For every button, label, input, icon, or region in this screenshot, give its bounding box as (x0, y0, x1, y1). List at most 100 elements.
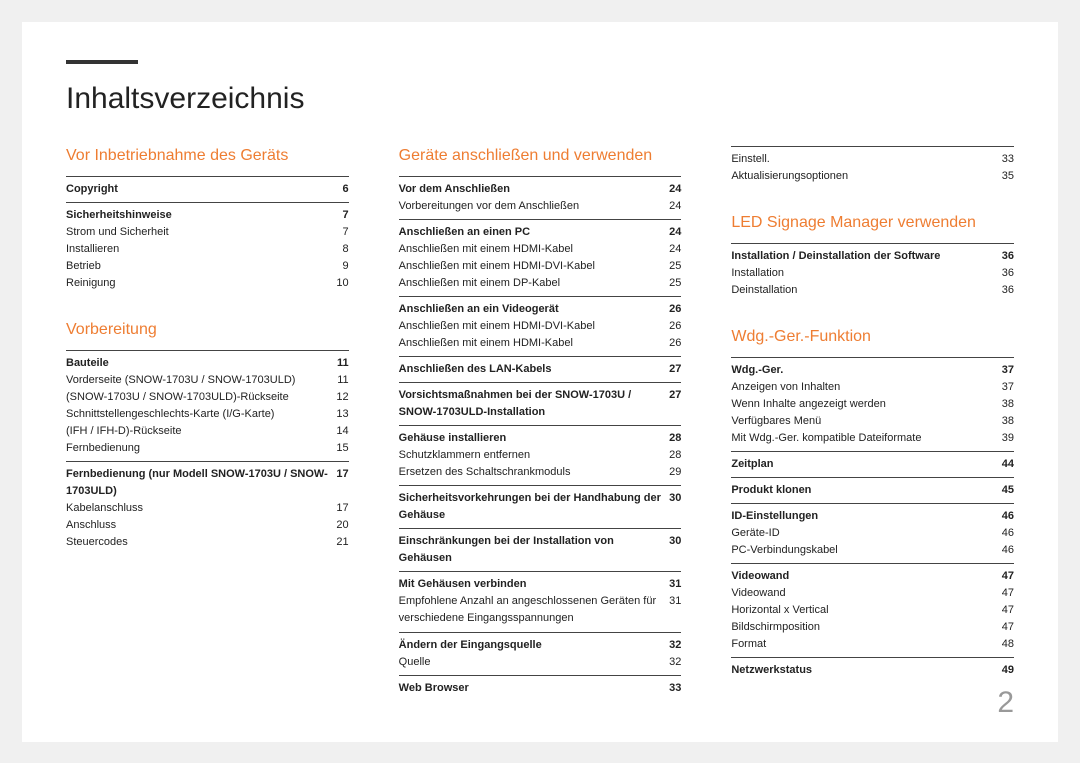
entry-label: Anzeigen von Inhalten (731, 379, 1001, 396)
entry-page: 31 (669, 576, 681, 593)
entry-label: Fernbedienung (nur Modell SNOW-1703U / S… (66, 466, 336, 500)
toc-entry: Anschließen mit einem HDMI-DVI-Kabel26 (399, 318, 682, 335)
divider (399, 219, 682, 220)
toc-entry: Vorderseite (SNOW-1703U / SNOW-1703ULD)1… (66, 372, 349, 389)
section-title: Geräte anschließen und verwenden (399, 146, 682, 166)
entry-label: Vor dem Anschließen (399, 181, 669, 198)
toc-group: Videowand47Videowand47Horizontal x Verti… (731, 563, 1014, 653)
entry-page: 33 (1002, 151, 1014, 168)
toc-entry: Anschluss20 (66, 517, 349, 534)
entry-page: 44 (1002, 456, 1014, 473)
divider (399, 485, 682, 486)
section-title: LED Signage Manager verwenden (731, 213, 1014, 233)
toc-group: Produkt klonen45 (731, 477, 1014, 499)
entry-label: Videowand (731, 585, 1001, 602)
toc-column: Vor Inbetriebnahme des GerätsCopyright6S… (66, 146, 349, 701)
entry-page: 28 (669, 430, 681, 447)
entry-label: Schutzklammern entfernen (399, 447, 669, 464)
entry-page: 46 (1002, 525, 1014, 542)
toc-entry: Geräte-ID46 (731, 525, 1014, 542)
divider (399, 356, 682, 357)
entry-page: 29 (669, 464, 681, 481)
toc-entry: Installation36 (731, 265, 1014, 282)
divider (731, 357, 1014, 358)
entry-label: (IFH / IFH-D)-Rückseite (66, 423, 336, 440)
entry-label: Vorderseite (SNOW-1703U / SNOW-1703ULD) (66, 372, 337, 389)
toc-entry: (SNOW-1703U / SNOW-1703ULD)-Rückseite12 (66, 389, 349, 406)
divider (399, 382, 682, 383)
toc-group: Vor dem Anschließen24Vorbereitungen vor … (399, 176, 682, 215)
entry-label: Anschließen mit einem DP-Kabel (399, 275, 669, 292)
entry-page: 35 (1002, 168, 1014, 185)
entry-page: 30 (669, 533, 681, 550)
divider (66, 176, 349, 177)
divider (399, 425, 682, 426)
entry-page: 36 (1002, 282, 1014, 299)
entry-label: Einschränkungen bei der Installation von… (399, 533, 669, 567)
entry-label: Fernbedienung (66, 440, 336, 457)
entry-label: Vorbereitungen vor dem Anschließen (399, 198, 669, 215)
entry-page: 25 (669, 275, 681, 292)
entry-page: 30 (669, 490, 681, 507)
entry-page: 33 (669, 680, 681, 697)
divider (66, 461, 349, 462)
toc-columns: Vor Inbetriebnahme des GerätsCopyright6S… (66, 146, 1014, 701)
toc-entry: Quelle32 (399, 654, 682, 671)
entry-page: 47 (1002, 585, 1014, 602)
entry-label: Web Browser (399, 680, 669, 697)
toc-entry-bold: Vor dem Anschließen24 (399, 181, 682, 198)
toc-entry: Wenn Inhalte angezeigt werden38 (731, 396, 1014, 413)
entry-label: Anschließen mit einem HDMI-DVI-Kabel (399, 318, 669, 335)
entry-page: 37 (1002, 379, 1014, 396)
toc-entry: Schnittstellengeschlechts-Karte (I/G-Kar… (66, 406, 349, 423)
entry-label: Sicherheitsvorkehrungen bei der Handhabu… (399, 490, 669, 524)
entry-label: Anschließen des LAN-Kabels (399, 361, 669, 378)
toc-entry-bold: Mit Gehäusen verbinden31 (399, 576, 682, 593)
entry-label: Vorsichtsmaßnahmen bei der SNOW-1703U / … (399, 387, 669, 421)
entry-page: 27 (669, 387, 681, 404)
page-number: 2 (997, 686, 1014, 720)
entry-page: 37 (1002, 362, 1014, 379)
toc-entry-bold: Installation / Deinstallation der Softwa… (731, 248, 1014, 265)
entry-label: Anschließen mit einem HDMI-Kabel (399, 335, 669, 352)
entry-label: Ändern der Eingangsquelle (399, 637, 669, 654)
section-title: Vor Inbetriebnahme des Geräts (66, 146, 349, 166)
entry-label: PC-Verbindungskabel (731, 542, 1001, 559)
entry-page: 45 (1002, 482, 1014, 499)
toc-entry-bold: Produkt klonen45 (731, 482, 1014, 499)
toc-group: Wdg.-Ger.37Anzeigen von Inhalten37Wenn I… (731, 357, 1014, 447)
entry-label: Geräte-ID (731, 525, 1001, 542)
entry-label: Videowand (731, 568, 1001, 585)
entry-page: 7 (343, 224, 349, 241)
toc-entry: Format48 (731, 636, 1014, 653)
document-page: Inhaltsverzeichnis Vor Inbetriebnahme de… (22, 22, 1058, 742)
entry-label: Installieren (66, 241, 343, 258)
toc-entry-bold: Videowand47 (731, 568, 1014, 585)
entry-page: 26 (669, 335, 681, 352)
entry-page: 49 (1002, 662, 1014, 679)
toc-entry-bold: Fernbedienung (nur Modell SNOW-1703U / S… (66, 466, 349, 500)
entry-page: 38 (1002, 413, 1014, 430)
toc-entry-bold: Wdg.-Ger.37 (731, 362, 1014, 379)
entry-label: (SNOW-1703U / SNOW-1703ULD)-Rückseite (66, 389, 336, 406)
entry-label: Wdg.-Ger. (731, 362, 1001, 379)
entry-page: 47 (1002, 619, 1014, 636)
toc-group: Anschließen des LAN-Kabels27 (399, 356, 682, 378)
divider (731, 563, 1014, 564)
section-title: Vorbereitung (66, 320, 349, 340)
entry-label: Kabelanschluss (66, 500, 336, 517)
entry-page: 11 (337, 372, 348, 389)
toc-column: Geräte anschließen und verwenden Vor dem … (399, 146, 682, 701)
toc-entry: Einstell.33 (731, 151, 1014, 168)
entry-page: 27 (669, 361, 681, 378)
entry-page: 47 (1002, 602, 1014, 619)
entry-page: 31 (669, 593, 681, 610)
title-accent-bar (66, 60, 138, 64)
entry-label: Aktualisierungsoptionen (731, 168, 1001, 185)
entry-label: Bauteile (66, 355, 337, 372)
entry-page: 39 (1002, 430, 1014, 447)
entry-label: Anschluss (66, 517, 336, 534)
divider (66, 202, 349, 203)
entry-page: 26 (669, 301, 681, 318)
entry-label: Produkt klonen (731, 482, 1001, 499)
